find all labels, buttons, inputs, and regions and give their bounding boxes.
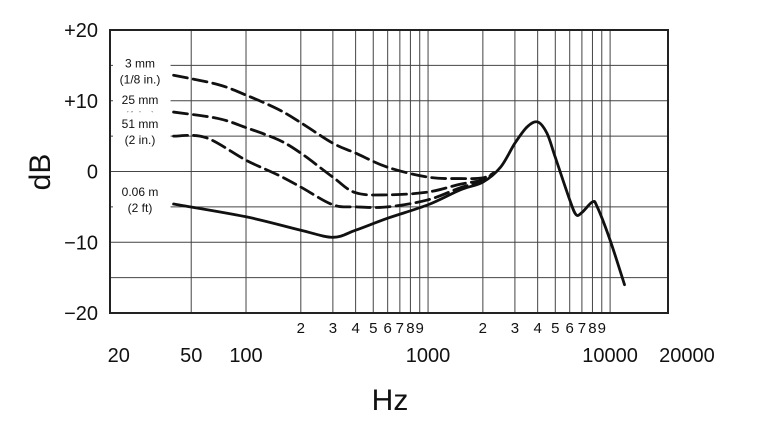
x-tick-label: 1000 (406, 345, 451, 367)
series-label: 3 mm (125, 56, 155, 70)
x-minor-tick-label: 2 (297, 320, 305, 337)
x-minor-tick-label: 3 (329, 320, 337, 337)
series-label: (2 ft) (128, 201, 153, 215)
x-minor-tick-label: 2 (479, 320, 487, 337)
grid (110, 29, 668, 314)
x-minor-tick-label: 9 (598, 320, 606, 337)
x-minor-tick-label: 6 (566, 320, 574, 337)
y-tick-label: +20 (64, 20, 98, 42)
series-label-bg (113, 112, 171, 147)
x-minor-tick-label: 8 (406, 320, 414, 337)
x-tick-label: 20000 (659, 345, 715, 367)
x-minor-tick-label: 6 (383, 320, 391, 337)
y-tick-label: 0 (87, 162, 98, 184)
x-tick-label: 10000 (582, 345, 638, 367)
series-line-3 (172, 133, 496, 209)
x-tick-label: 50 (180, 345, 202, 367)
x-tick-label: 20 (108, 345, 130, 367)
x-axis-label: Hz (372, 384, 409, 417)
y-tick-label: +10 (64, 91, 98, 113)
x-minor-tick-label: 9 (416, 320, 424, 337)
series-label: 25 mm (122, 93, 159, 107)
plot-frame (109, 29, 669, 314)
series-label: (2 in.) (125, 133, 156, 147)
series-line-2 (172, 110, 496, 197)
series-group (172, 73, 626, 287)
x-minor-tick-label: 7 (578, 320, 586, 337)
series-label-bg (113, 51, 171, 86)
x-minor-tick-label: 8 (588, 320, 596, 337)
x-minor-tick-label: 4 (351, 320, 359, 337)
x-minor-tick-label: 5 (551, 320, 559, 337)
y-axis-label: dB (24, 154, 57, 191)
series-label: (1/8 in.) (120, 72, 161, 86)
x-minor-tick-label: 3 (511, 320, 519, 337)
labels-group: +20+100−10−202 3 4 5 6 7 8 9 2 3 4 5 6 7 8 920 50 100 1000… (64, 20, 715, 367)
y-tick-label: −20 (64, 303, 98, 325)
y-tick-label: −10 (64, 232, 98, 254)
series-label: 0.06 m (122, 185, 159, 199)
x-tick-label: 100 (229, 345, 262, 367)
series-label-bg (113, 180, 171, 215)
x-minor-tick-label: 7 (396, 320, 404, 337)
series-line-4 (172, 120, 626, 287)
series-line-1 (172, 73, 496, 181)
x-minor-tick-label: 4 (533, 320, 541, 337)
series-label: 51 mm (122, 117, 159, 131)
x-minor-tick-label: 5 (369, 320, 377, 337)
